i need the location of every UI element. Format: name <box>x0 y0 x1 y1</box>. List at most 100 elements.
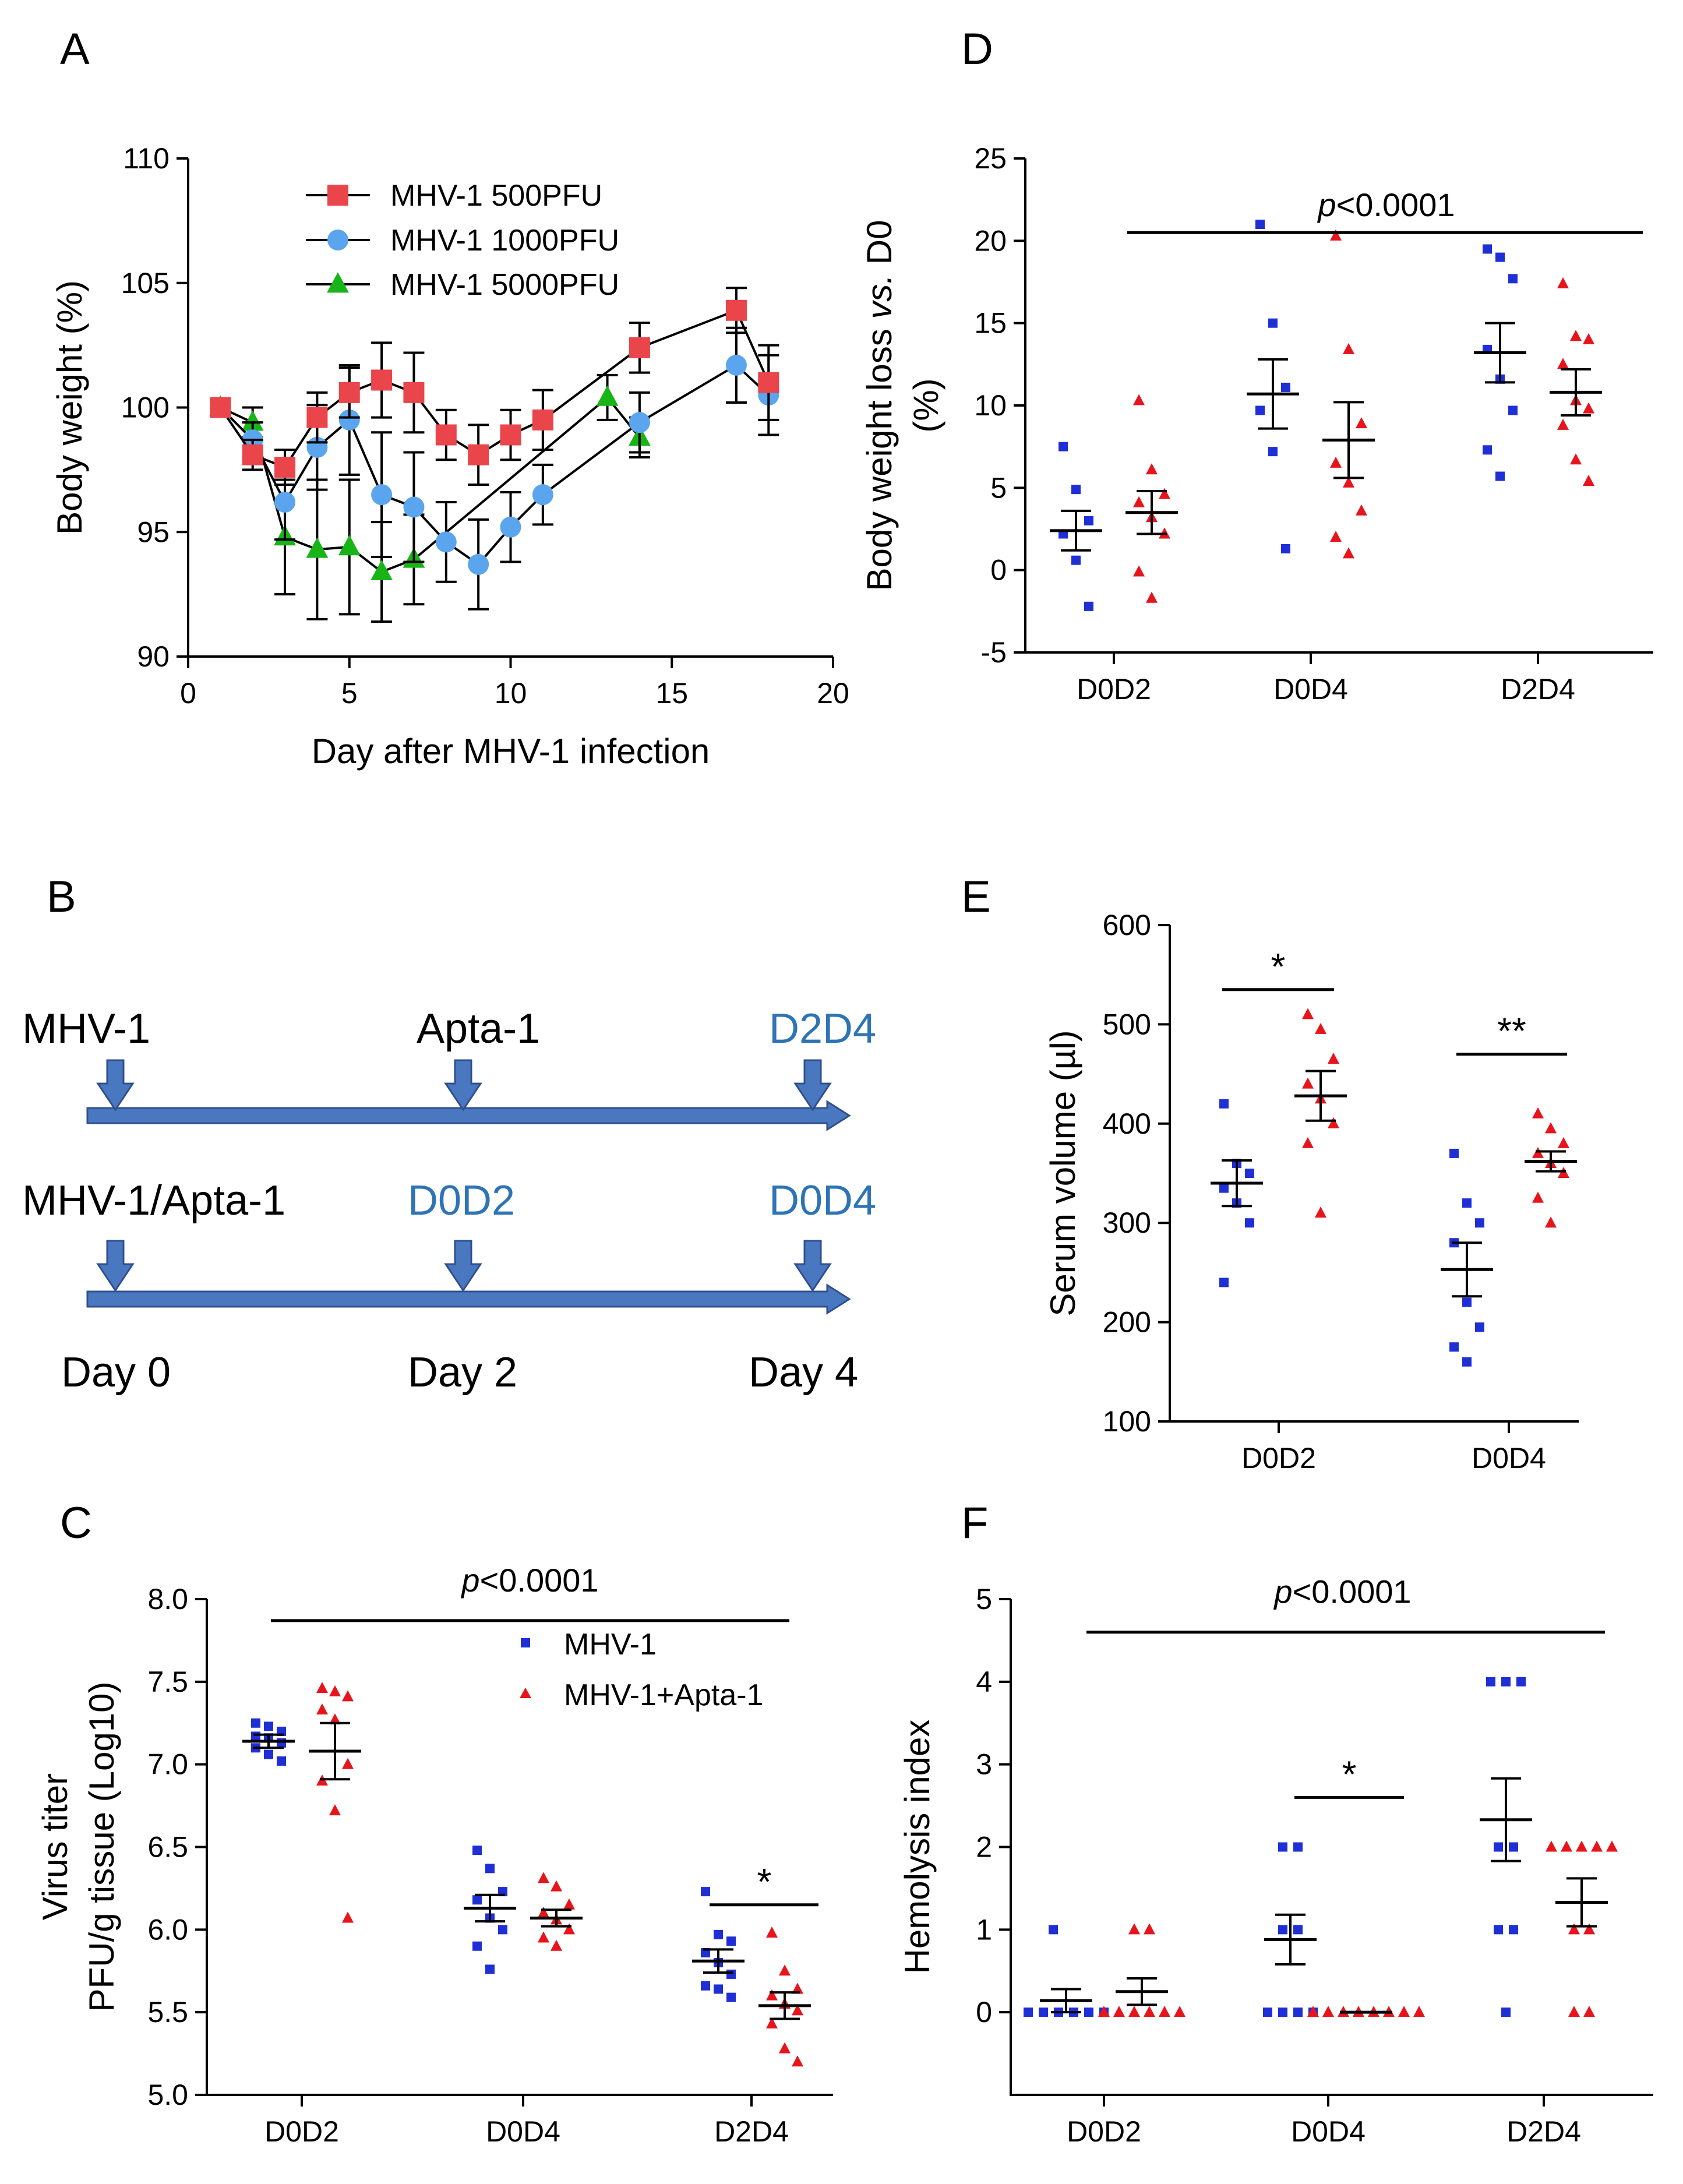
y-tick-label: 5.5 <box>147 1996 188 2028</box>
data-point <box>1532 1191 1544 1203</box>
significance-star-d0d4: * <box>1342 1753 1357 1795</box>
data-point <box>726 1969 736 1979</box>
data-point <box>758 372 779 393</box>
data-point <box>277 1756 286 1766</box>
data-point <box>1330 531 1342 542</box>
timeline-arrow-row1 <box>86 1100 851 1131</box>
data-point <box>1302 1077 1314 1089</box>
y-tick-label: -5 <box>981 636 1007 669</box>
data-point <box>1343 476 1354 488</box>
y-tick-label: 100 <box>1103 1405 1151 1438</box>
data-point <box>1508 405 1518 415</box>
group-D0D4-mhv1 <box>1441 1148 1493 1367</box>
y-tick-label: 25 <box>974 142 1007 175</box>
data-point <box>725 299 747 321</box>
down-arrow-row2-1 <box>444 1240 482 1292</box>
data-point <box>264 1749 273 1759</box>
significance-star-d2d4: * <box>757 1861 772 1903</box>
data-point <box>1278 1925 1287 1935</box>
data-point <box>1049 1925 1058 1935</box>
series-0 <box>210 287 779 486</box>
y-tick-label: 5 <box>976 1583 992 1615</box>
data-point <box>1570 330 1582 341</box>
data-point <box>1606 1840 1618 1852</box>
data-point <box>403 496 425 518</box>
y-tick-label: 3 <box>976 1748 992 1781</box>
group-D0D2-mhv1 <box>1211 1099 1263 1287</box>
data-point <box>551 1939 562 1951</box>
data-point <box>264 1721 273 1731</box>
group-D0D2-mhv1 <box>242 1718 295 1766</box>
y-title-part: D0 <box>860 220 899 274</box>
data-point <box>1315 1206 1326 1218</box>
data-point <box>1462 1357 1472 1367</box>
y-tick-label: 1 <box>976 1913 992 1946</box>
data-point <box>1546 1840 1557 1852</box>
data-point <box>1483 445 1492 455</box>
data-point <box>1071 555 1081 565</box>
x-tick-label: D2D4 <box>1506 2115 1581 2148</box>
timeline-arrow-row2 <box>86 1283 851 1315</box>
data-point <box>792 2004 803 2016</box>
data-point <box>1545 1122 1557 1134</box>
group-D0D4-apta <box>1525 1107 1577 1228</box>
data-point <box>629 337 650 358</box>
data-point <box>472 1941 482 1951</box>
data-point <box>274 491 296 513</box>
panel-label-d: D <box>961 24 993 74</box>
y-tick-label: 110 <box>123 142 170 175</box>
p-value-label: p<0.0001 <box>460 1562 598 1599</box>
data-point <box>468 444 489 465</box>
data-point <box>1255 405 1265 415</box>
data-point <box>1494 1842 1503 1852</box>
data-point <box>1281 382 1290 392</box>
x-tick-label: D0D4 <box>1273 673 1348 705</box>
data-point <box>792 2055 803 2067</box>
y-axis-title: Serum volume (µl) <box>1043 1030 1082 1316</box>
group-D2D4-mhv1 <box>692 1887 745 2002</box>
data-point <box>1219 1183 1229 1193</box>
panel-label-e: E <box>961 872 991 922</box>
y-tick-label: 20 <box>974 224 1007 257</box>
y-axis-title: Body weight (%) <box>50 280 89 535</box>
data-point <box>338 409 360 431</box>
data-point <box>766 1989 778 2000</box>
x-tick-label: D0D2 <box>1077 673 1151 705</box>
p-value: <0.0001 <box>1336 186 1455 223</box>
data-point <box>1532 1107 1544 1119</box>
group-D2D4-mhv1 <box>1474 244 1526 481</box>
data-point <box>1330 456 1342 468</box>
data-point <box>1501 2007 1511 2017</box>
data-point <box>472 1846 482 1855</box>
data-point <box>1084 516 1093 525</box>
data-point <box>1356 504 1367 516</box>
significance-star-d0d2: * <box>1271 945 1286 987</box>
data-point <box>1293 1925 1303 1935</box>
y-tick-label: 600 <box>1103 909 1151 941</box>
data-point <box>241 410 264 431</box>
data-point <box>1557 358 1569 369</box>
data-point <box>1462 1198 1472 1208</box>
series-line <box>219 309 770 469</box>
data-point <box>1268 447 1278 457</box>
data-point <box>1449 1148 1459 1158</box>
x-tick-label: 10 <box>495 677 527 710</box>
data-point <box>1486 1677 1495 1686</box>
data-point <box>342 1911 354 1923</box>
y-axis-title-line2: (%) <box>906 378 945 432</box>
group-D2D4-apta <box>1546 1840 1618 2017</box>
down-arrow-row1-2 <box>793 1059 832 1112</box>
data-point <box>714 1929 723 1939</box>
data-point <box>316 1703 328 1715</box>
data-point <box>1039 2007 1048 2017</box>
data-point <box>1558 1137 1569 1148</box>
data-point <box>1307 2006 1319 2017</box>
data-point <box>1570 453 1582 465</box>
data-point <box>329 1685 341 1696</box>
data-point <box>1568 2006 1580 2017</box>
data-point <box>306 407 328 428</box>
data-point <box>1133 496 1145 507</box>
data-point <box>1413 2006 1425 2017</box>
data-point <box>1322 2006 1334 2017</box>
data-point <box>701 1887 710 1897</box>
